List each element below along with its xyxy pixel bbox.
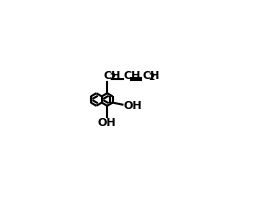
- Text: OH: OH: [98, 118, 117, 128]
- Text: OH: OH: [123, 100, 142, 111]
- Text: CH: CH: [104, 71, 121, 81]
- Text: CH: CH: [124, 71, 141, 81]
- Text: 2: 2: [110, 73, 116, 82]
- Text: CH: CH: [142, 71, 160, 81]
- Text: 2: 2: [148, 73, 155, 82]
